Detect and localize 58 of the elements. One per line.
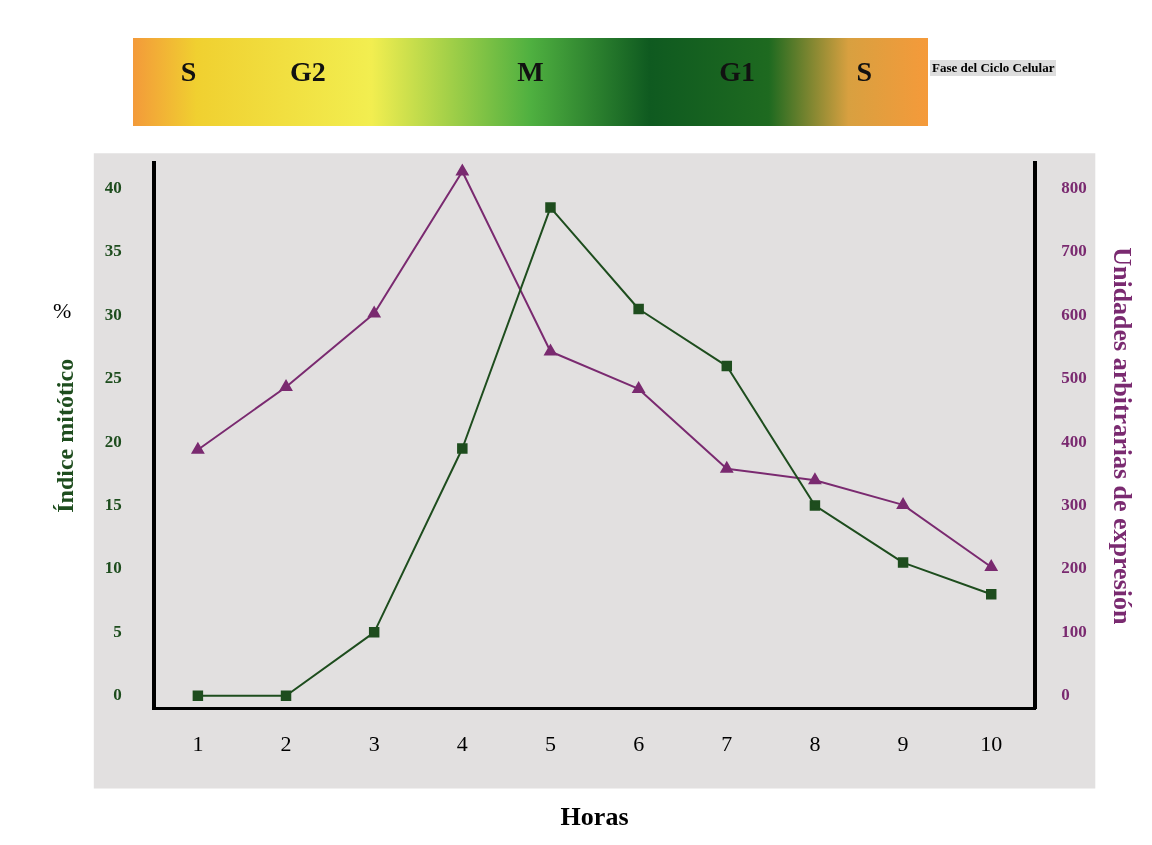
point	[632, 381, 645, 393]
y2-tick-label: 800	[1061, 177, 1087, 197]
y2-tick-label: 500	[1061, 368, 1087, 388]
y-tick-label: 30	[104, 304, 122, 324]
x-tick-label: 1	[192, 731, 204, 757]
y-tick-label: 15	[104, 494, 122, 514]
point	[544, 344, 557, 356]
text: Fase del Ciclo Celular	[930, 60, 1057, 76]
text: G1	[719, 56, 756, 88]
point	[368, 627, 380, 638]
y-tick-label: 20	[104, 431, 122, 451]
x-axis-title: Horas	[560, 802, 629, 832]
text: S	[856, 56, 873, 88]
text: M	[517, 56, 544, 88]
point	[809, 500, 821, 511]
x-tick-label: 4	[456, 731, 468, 757]
point	[545, 202, 556, 213]
point	[367, 306, 381, 318]
x-tick-label: 5	[544, 731, 556, 757]
point	[191, 442, 205, 454]
point	[720, 461, 733, 473]
text: %	[53, 298, 72, 324]
text: S	[180, 56, 197, 88]
y2-tick-label: 0	[1061, 685, 1070, 705]
x-tick-label: 9	[897, 731, 909, 757]
point	[192, 690, 204, 701]
point	[985, 560, 998, 572]
y2-tick-label: 100	[1061, 621, 1087, 641]
point	[985, 589, 997, 600]
point	[896, 497, 910, 509]
y2-tick-label: 700	[1061, 241, 1087, 261]
y2-tick-label: 200	[1061, 558, 1087, 578]
y-axis-title: Índice mitótico	[51, 358, 78, 513]
point	[633, 303, 644, 315]
y-tick-label: 5	[113, 621, 122, 641]
x-tick-label: 2	[280, 731, 292, 757]
y-tick-label: 35	[104, 241, 122, 261]
x-tick-label: 8	[809, 731, 821, 757]
y-tick-label: 40	[104, 177, 122, 197]
y-tick-label: 0	[113, 685, 122, 705]
x-tick-label: 3	[368, 731, 380, 757]
x-tick-label: 6	[633, 731, 645, 757]
y-tick-label: 25	[104, 368, 122, 388]
point	[456, 164, 469, 176]
point	[279, 379, 293, 391]
y2-tick-label: 400	[1061, 431, 1087, 451]
y2-tick-label: 300	[1061, 494, 1087, 514]
text: G2	[290, 56, 326, 88]
x-tick-label: 7	[721, 731, 733, 757]
point	[721, 360, 733, 372]
point	[280, 690, 292, 701]
y2-tick-label: 600	[1061, 304, 1087, 324]
point	[808, 473, 822, 485]
y-tick-label: 10	[104, 558, 122, 578]
point	[897, 557, 909, 568]
y2-axis-title: Unidades arbitrarias de expresión	[1107, 247, 1137, 625]
x-tick-label: 10	[980, 731, 1003, 757]
point	[457, 443, 468, 454]
